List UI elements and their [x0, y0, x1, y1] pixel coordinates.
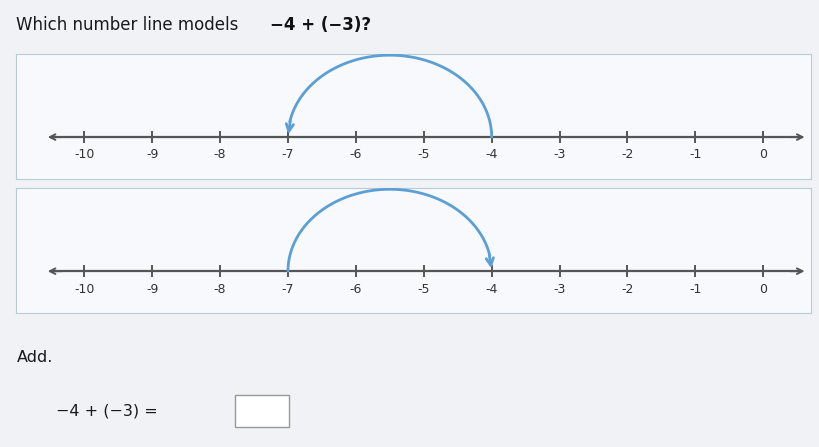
- Text: −4 + (−3) =: −4 + (−3) =: [56, 404, 162, 419]
- Text: −4 + (−3)?: −4 + (−3)?: [270, 16, 371, 34]
- Text: Which number line models: Which number line models: [16, 16, 244, 34]
- Text: -3: -3: [554, 283, 566, 295]
- Text: -4: -4: [486, 148, 498, 161]
- Text: 0: 0: [759, 148, 767, 161]
- Text: -9: -9: [146, 148, 158, 161]
- Text: -3: -3: [554, 148, 566, 161]
- FancyBboxPatch shape: [235, 395, 289, 427]
- Text: -5: -5: [418, 283, 430, 295]
- Text: -7: -7: [282, 148, 294, 161]
- Text: -6: -6: [350, 283, 362, 295]
- Text: -1: -1: [690, 283, 702, 295]
- Text: -5: -5: [418, 148, 430, 161]
- Text: -9: -9: [146, 283, 158, 295]
- Text: -7: -7: [282, 283, 294, 295]
- Text: -1: -1: [690, 148, 702, 161]
- Text: -10: -10: [74, 283, 94, 295]
- Text: -2: -2: [622, 283, 634, 295]
- Text: -8: -8: [214, 283, 226, 295]
- Text: -6: -6: [350, 148, 362, 161]
- Text: -4: -4: [486, 283, 498, 295]
- Text: -2: -2: [622, 148, 634, 161]
- Text: Add.: Add.: [16, 350, 52, 365]
- Text: -8: -8: [214, 148, 226, 161]
- Text: -10: -10: [74, 148, 94, 161]
- Text: 0: 0: [759, 283, 767, 295]
